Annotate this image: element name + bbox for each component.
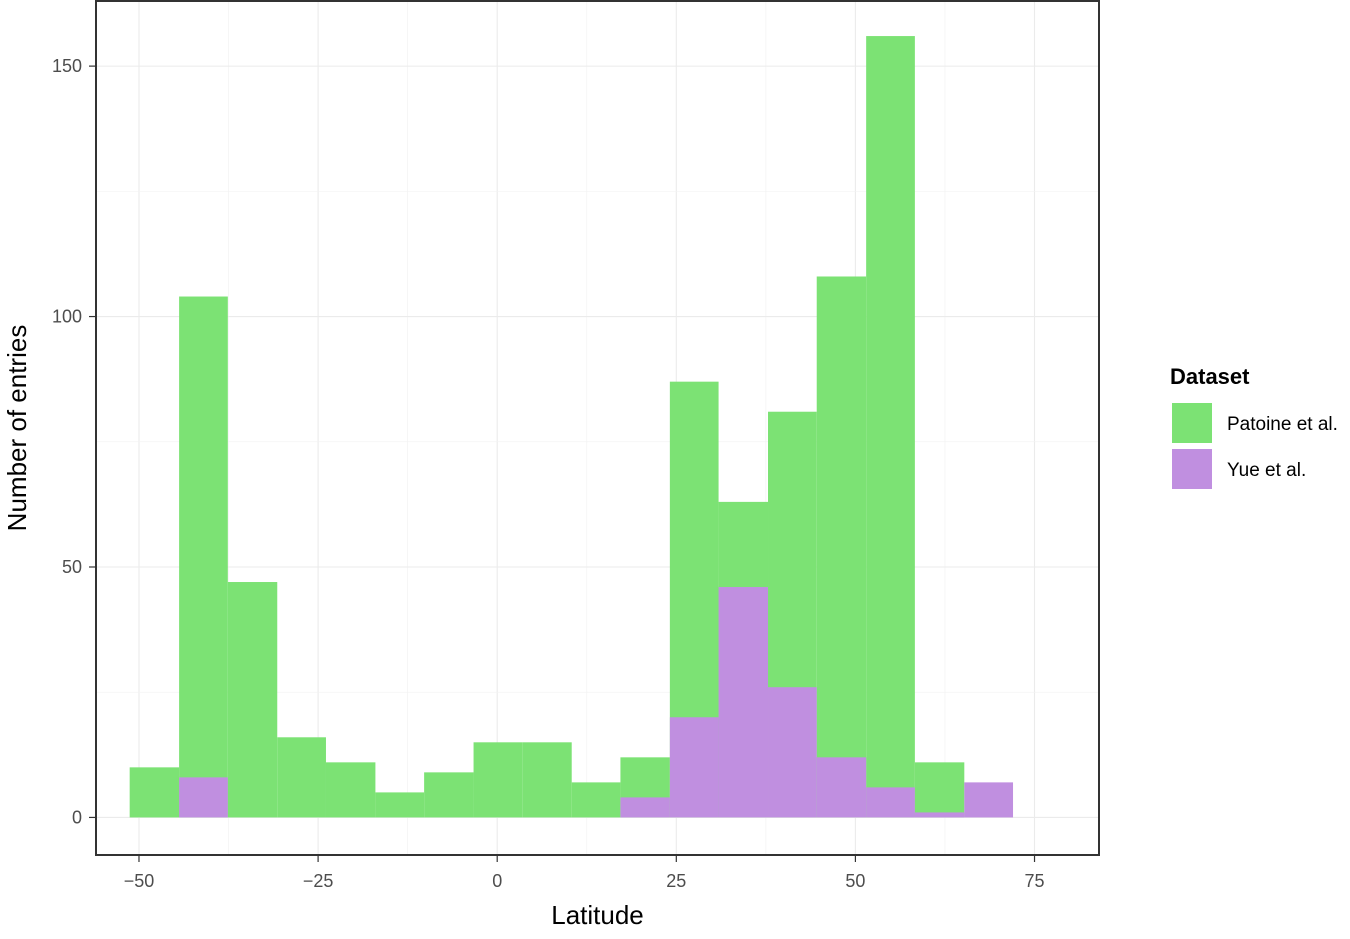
x-tick-label: 0 bbox=[492, 871, 502, 891]
bar bbox=[325, 762, 376, 818]
bar bbox=[964, 782, 1014, 818]
bar bbox=[768, 687, 817, 818]
x-tick-label: 75 bbox=[1025, 871, 1045, 891]
y-tick-label: 100 bbox=[52, 307, 82, 327]
y-tick-label: 50 bbox=[62, 557, 82, 577]
bar bbox=[718, 587, 769, 818]
bar bbox=[914, 812, 965, 818]
bar bbox=[816, 757, 867, 818]
histogram-bars bbox=[129, 36, 1014, 818]
bar bbox=[816, 276, 867, 818]
bar bbox=[179, 296, 228, 818]
bar bbox=[227, 582, 278, 818]
plot-panel-border bbox=[95, 0, 1100, 856]
legend: Dataset Patoine et al. Yue et al. bbox=[1170, 364, 1338, 489]
legend-swatch bbox=[1172, 449, 1212, 489]
y-tick-label: 0 bbox=[72, 807, 82, 827]
y-tick-label: 150 bbox=[52, 56, 82, 76]
axis-ticks: −50 −25 0 25 50 75 0 50 100 150 bbox=[52, 56, 1045, 891]
bar bbox=[669, 717, 719, 818]
legend-items: Patoine et al. Yue et al. bbox=[1172, 403, 1338, 489]
grid-lines bbox=[96, 1, 1099, 855]
legend-label: Patoine et al. bbox=[1227, 414, 1338, 435]
legend-title: Dataset bbox=[1170, 364, 1250, 389]
x-tick-label: 50 bbox=[845, 871, 865, 891]
bar bbox=[129, 767, 180, 818]
x-axis-title: Latitude bbox=[551, 900, 644, 930]
bar bbox=[522, 742, 572, 818]
bar bbox=[277, 737, 326, 818]
x-tick-label: 25 bbox=[666, 871, 686, 891]
legend-swatch bbox=[1172, 403, 1212, 443]
bar bbox=[866, 787, 915, 818]
bar bbox=[571, 782, 621, 818]
series-yue bbox=[179, 587, 1014, 818]
bar bbox=[914, 762, 965, 818]
x-tick-label: −25 bbox=[303, 871, 334, 891]
series-patoine bbox=[129, 36, 965, 818]
y-axis-title: Number of entries bbox=[2, 325, 32, 532]
bar bbox=[866, 36, 915, 818]
bar bbox=[179, 777, 228, 818]
bar bbox=[375, 792, 425, 818]
legend-label: Yue et al. bbox=[1227, 460, 1306, 481]
bar bbox=[424, 772, 474, 818]
x-tick-label: −50 bbox=[124, 871, 155, 891]
bar bbox=[473, 742, 523, 818]
bar bbox=[620, 797, 670, 818]
